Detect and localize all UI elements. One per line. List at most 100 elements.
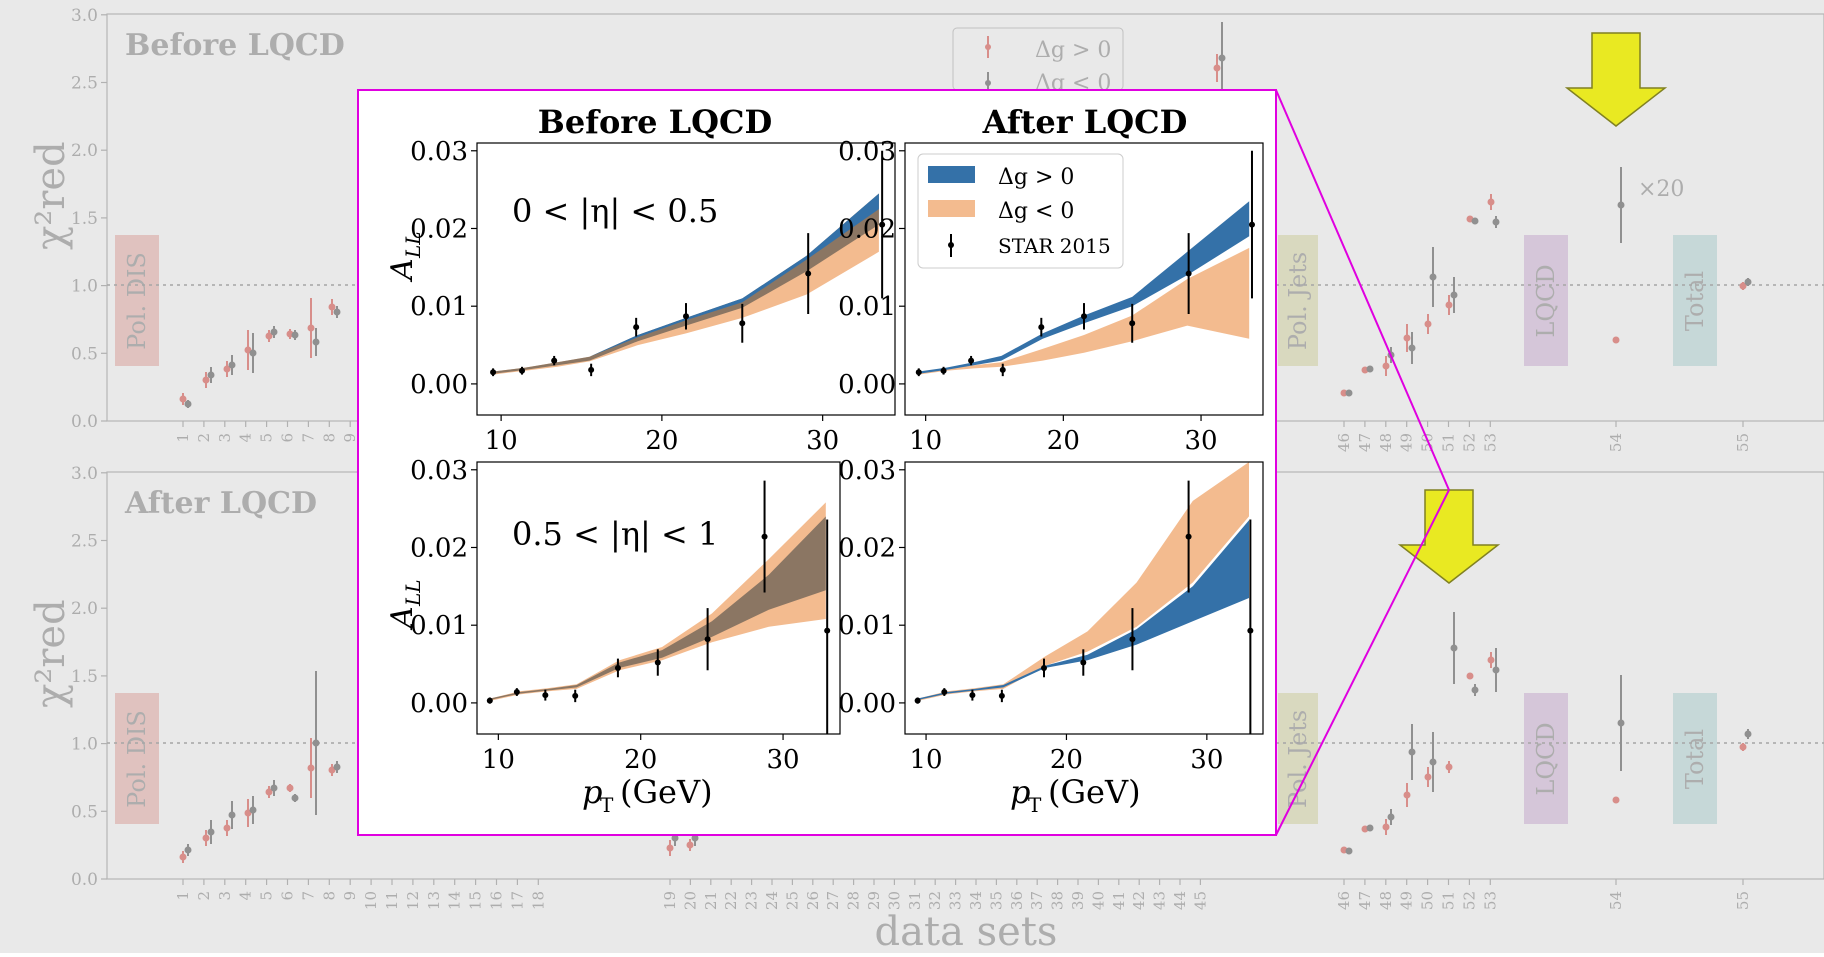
background-legend-pos: Δg > 0 <box>1035 38 1111 63</box>
background-point <box>1345 389 1353 397</box>
inset-ytick-label: 0.00 <box>410 370 468 400</box>
background-xtick-label-group: 3 <box>216 891 234 901</box>
background-xlabel: data sets <box>875 909 1058 953</box>
background-xtick-label: 52 <box>1460 891 1478 910</box>
inset-legend-neg-swatch <box>928 200 975 217</box>
background-point <box>1429 758 1437 766</box>
background-xtick-label-group: 50 <box>1419 891 1437 910</box>
star-point <box>805 270 812 277</box>
background-xtick-label: 4 <box>237 433 255 443</box>
star-point <box>704 636 711 643</box>
band-lqcd <box>1524 235 1568 366</box>
background-xtick-label: 22 <box>722 891 740 910</box>
background-ytick-label: 0.0 <box>71 870 98 890</box>
inset-xlabel-left-p: p <box>582 773 602 811</box>
background-point <box>223 824 231 832</box>
background-xtick-label: 45 <box>1191 891 1209 910</box>
background-point <box>1424 773 1432 781</box>
inset-ytick-label: 0.02 <box>410 533 468 563</box>
background-ytick-label: 1.5 <box>71 667 98 687</box>
inset-legend: Δg > 0 Δg < 0 STAR 2015 <box>917 153 1124 269</box>
background-point <box>1450 291 1458 299</box>
inset-legend-pos-swatch <box>928 166 975 183</box>
star-point <box>1185 533 1192 540</box>
star-point <box>633 324 640 331</box>
inset-xlabel-left-unit: (GeV) <box>620 773 713 811</box>
zoom-line-bottom <box>1275 489 1450 836</box>
background-point <box>666 844 674 852</box>
background-xtick-label: 46 <box>1335 433 1353 452</box>
background-xtick-label: 44 <box>1171 891 1189 910</box>
inset-panel-frame <box>476 461 841 735</box>
background-xtick-label: 21 <box>702 891 720 910</box>
background-xtick-label: 11 <box>383 891 401 910</box>
background-point <box>1612 336 1620 344</box>
star-point <box>614 664 621 671</box>
background-xtick-label: 24 <box>763 891 781 910</box>
top-ylabel: χ²red <box>28 141 74 250</box>
background-xtick-label: 18 <box>529 891 547 910</box>
top-panel-title: Before LQCD <box>125 28 345 63</box>
star-point <box>1248 221 1255 228</box>
background-xtick-label: 41 <box>1110 891 1128 910</box>
background-xtick-label-group: 52 <box>1460 891 1478 910</box>
band-dis-label: Pol. DIS <box>123 252 151 350</box>
star-point <box>513 689 520 696</box>
background-xtick-label: 13 <box>425 891 443 910</box>
inset-plot-area <box>915 150 1255 377</box>
background-point <box>1450 644 1458 652</box>
band-total-label-group: Total <box>1681 271 1709 331</box>
background-xtick-label: 50 <box>1419 891 1437 910</box>
inset-ytick-label: 0.01 <box>410 292 468 322</box>
background-point <box>312 338 320 346</box>
background-xtick-label: 30 <box>885 891 903 910</box>
inset-ytick-label: 0.02 <box>838 533 896 563</box>
background-xtick-label-group: 34 <box>967 891 985 910</box>
star-point <box>941 689 948 696</box>
bottom-panel-title: After LQCD <box>124 486 317 521</box>
background-xtick-label-group: 3 <box>216 433 234 443</box>
background-point <box>1408 344 1416 352</box>
background-xtick-label-group: 54 <box>1607 433 1625 452</box>
background-xtick-label: 1 <box>174 891 192 901</box>
background-xtick-label: 32 <box>926 891 944 910</box>
background-xtick-label-group: 32 <box>926 891 944 910</box>
band-dis-label-group: Pol. DIS <box>123 710 151 808</box>
inset-xtick-label: 20 <box>645 426 678 456</box>
background-ytick-label: 2.5 <box>71 74 98 94</box>
inset-xlabel-left-sub: T <box>600 793 614 817</box>
background-xtick-label-group: 17 <box>508 891 526 910</box>
background-point <box>312 739 320 747</box>
background-xtick-label-group: 44 <box>1171 891 1189 910</box>
star-point <box>1247 627 1254 634</box>
background-xtick-label-group: 37 <box>1028 891 1046 910</box>
background-xtick-label-group: 1 <box>174 891 192 901</box>
inset-ylabel-top-text: A <box>385 258 420 283</box>
background-xtick-label-group: 23 <box>743 891 761 910</box>
star-point <box>542 692 549 699</box>
background-xtick-label-group: 18 <box>529 891 547 910</box>
band-total-label: Total <box>1681 271 1709 331</box>
background-xtick-label-group: 27 <box>824 891 842 910</box>
background-xtick-label: 43 <box>1151 891 1169 910</box>
background-point <box>1366 824 1374 832</box>
inset: Before LQCD After LQCD 0.00 0.01 0.02 0.03 1… <box>357 89 1277 836</box>
background-point <box>1424 320 1432 328</box>
bottom-ylabel-text: χ²red <box>28 599 74 708</box>
background-point <box>228 361 236 369</box>
inset-ytick-label: 0.02 <box>410 214 468 244</box>
inset-xtick-label: 10 <box>909 426 942 456</box>
background-xtick-label: 4 <box>237 891 255 901</box>
background-xtick-label-group: 2 <box>195 891 213 901</box>
background-xtick-label: 7 <box>299 433 317 443</box>
star-point <box>824 627 831 634</box>
background-xtick-label-group: 31 <box>906 891 924 910</box>
background-xtick-label: 3 <box>216 891 234 901</box>
inset-xtick-label: 10 <box>910 745 943 775</box>
background-point <box>1487 198 1495 206</box>
background-xtick-label-group: 5 <box>258 891 276 901</box>
background-xtick-label-group: 14 <box>446 891 464 910</box>
background-point <box>686 841 694 849</box>
background-xtick-label: 39 <box>1069 891 1087 910</box>
